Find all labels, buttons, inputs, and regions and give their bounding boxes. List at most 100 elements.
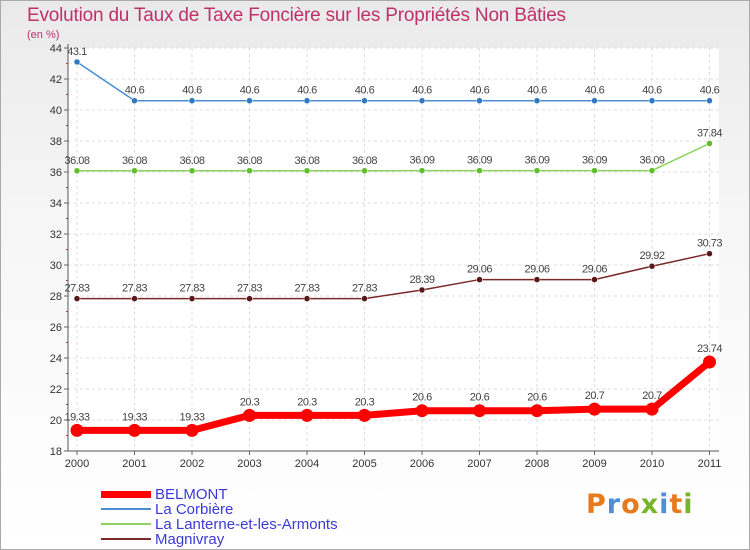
data-label-la-lanterne-et-les-armonts: 36.09 — [409, 155, 434, 167]
data-label-la-corbiere: 40.6 — [642, 85, 662, 97]
data-point-magnivray — [188, 295, 196, 302]
unit-label: (en %) — [27, 29, 60, 41]
x-tick-label: 2011 — [698, 458, 722, 470]
data-point-magnivray — [303, 295, 311, 302]
x-tick-label: 2000 — [65, 458, 89, 470]
data-point-belmont — [358, 408, 371, 422]
data-point-belmont — [645, 402, 659, 416]
data-point-belmont — [128, 423, 141, 437]
data-point-magnivray — [73, 295, 81, 302]
y-tick-label: 42 — [50, 74, 62, 86]
logo-letter: o — [621, 489, 641, 520]
data-label-la-corbiere: 40.6 — [470, 85, 490, 97]
legend-label: Magnivray — [155, 531, 225, 548]
legend-swatch — [101, 538, 151, 540]
y-tick-label: 44 — [50, 43, 62, 55]
legend-label: La Corbière — [155, 501, 234, 518]
logo-letter: x — [640, 489, 660, 520]
data-label-la-corbiere: 40.6 — [355, 85, 375, 97]
data-label-la-corbiere: 40.6 — [182, 85, 202, 97]
data-point-belmont — [703, 355, 716, 369]
data-label-magnivray: 27.83 — [237, 283, 262, 295]
data-point-la-lanterne-et-les-armonts — [648, 167, 656, 174]
data-label-belmont: 20.6 — [412, 392, 432, 404]
data-label-la-lanterne-et-les-armonts: 36.09 — [582, 155, 607, 167]
x-tick-label: 2008 — [525, 458, 549, 470]
data-point-magnivray — [648, 262, 656, 270]
y-tick-label: 38 — [50, 136, 62, 148]
data-label-la-lanterne-et-les-armonts: 36.08 — [179, 155, 204, 167]
data-point-la-lanterne-et-les-armonts — [131, 167, 138, 175]
data-label-magnivray: 29.06 — [524, 264, 549, 276]
data-label-la-corbiere: 43.1 — [67, 46, 87, 58]
data-point-magnivray — [706, 250, 713, 257]
legend-swatch — [101, 490, 151, 498]
x-tick-label: 2003 — [237, 458, 261, 470]
x-tick-label: 2004 — [295, 458, 319, 470]
data-label-belmont: 19.33 — [179, 411, 204, 423]
data-label-la-lanterne-et-les-armonts: 36.09 — [524, 155, 549, 167]
data-label-la-corbiere: 40.6 — [125, 85, 145, 97]
data-point-la-corbiere — [246, 97, 253, 104]
data-point-magnivray — [533, 276, 541, 283]
data-label-la-corbiere: 40.6 — [527, 85, 547, 97]
data-point-magnivray — [591, 276, 598, 283]
data-label-magnivray: 28.39 — [409, 274, 434, 286]
data-label-magnivray: 29.92 — [639, 250, 664, 262]
logo-letter: r — [606, 489, 622, 520]
x-tick-label: 2007 — [467, 458, 491, 470]
data-point-belmont — [530, 404, 544, 418]
data-point-la-corbiere — [533, 97, 541, 104]
data-point-la-corbiere — [648, 97, 656, 104]
data-point-belmont — [70, 423, 84, 437]
data-label-belmont: 19.33 — [122, 411, 147, 423]
data-point-magnivray — [476, 276, 483, 283]
legend-item-la-lanterne-et-les-armonts: La Lanterne-et-les-Armonts — [101, 516, 401, 533]
data-point-la-lanterne-et-les-armonts — [591, 167, 598, 174]
legend-swatch — [101, 508, 151, 510]
data-label-belmont: 20.6 — [470, 392, 490, 404]
data-point-la-lanterne-et-les-armonts — [246, 167, 253, 175]
data-point-la-corbiere — [591, 97, 598, 104]
data-label-belmont: 20.7 — [642, 390, 662, 402]
data-point-la-lanterne-et-les-armonts — [476, 167, 483, 174]
series-line-magnivray — [77, 252, 710, 300]
data-point-magnivray — [131, 295, 138, 302]
data-label-la-lanterne-et-les-armonts: 36.08 — [122, 155, 147, 167]
data-label-la-lanterne-et-les-armonts: 36.08 — [352, 155, 377, 167]
data-label-la-lanterne-et-les-armonts: 36.08 — [237, 155, 262, 167]
data-label-belmont: 23.74 — [697, 343, 722, 355]
data-point-belmont — [185, 423, 199, 437]
logo-letter: t — [669, 489, 684, 520]
x-tick-label: 2001 — [122, 458, 146, 470]
data-label-belmont: 20.3 — [240, 396, 260, 408]
data-label-belmont: 20.3 — [297, 396, 317, 408]
data-point-la-corbiere — [131, 97, 138, 104]
data-point-magnivray — [361, 295, 368, 302]
y-tick-label: 24 — [50, 353, 62, 365]
data-label-magnivray: 29.06 — [582, 264, 607, 276]
x-tick-label: 2010 — [640, 458, 664, 470]
data-label-magnivray: 27.83 — [64, 283, 89, 295]
plot-area — [68, 48, 719, 451]
legend-item-magnivray: Magnivray — [101, 531, 401, 548]
data-point-la-corbiere — [188, 97, 196, 104]
data-label-magnivray: 27.83 — [352, 283, 377, 295]
chart-legend: BELMONT La Corbière La Lanterne-et-les-Arm… — [101, 486, 401, 548]
data-point-la-corbiere — [706, 97, 713, 104]
data-label-magnivray: 30.73 — [697, 238, 722, 250]
data-point-la-lanterne-et-les-armonts — [533, 167, 541, 174]
data-label-la-corbiere: 40.6 — [700, 85, 720, 97]
data-point-la-lanterne-et-les-armonts — [188, 167, 196, 175]
x-tick-label: 2006 — [410, 458, 434, 470]
data-label-belmont: 19.33 — [64, 411, 89, 423]
logo-letter: i — [659, 489, 670, 520]
data-point-belmont — [415, 404, 429, 418]
data-label-magnivray: 27.83 — [294, 283, 319, 295]
data-point-magnivray — [246, 295, 253, 302]
data-label-la-lanterne-et-les-armonts: 37.84 — [697, 127, 722, 139]
data-point-la-lanterne-et-les-armonts — [418, 167, 426, 174]
legend-item-belmont: BELMONT — [101, 486, 401, 503]
x-tick-label: 2002 — [180, 458, 204, 470]
